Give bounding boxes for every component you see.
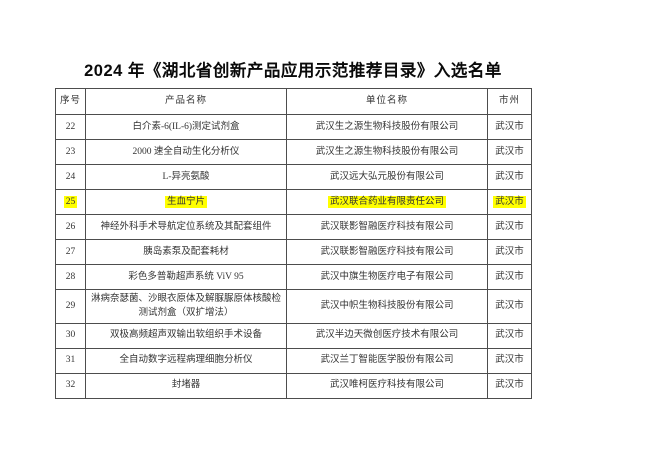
- product-name: 淋病奈瑟菌、沙眼衣原体及解脲脲原体核酸检测试剂盒（双扩增法）: [90, 294, 281, 319]
- city-name: 武汉市: [495, 330, 524, 341]
- product-name: 生血宁片: [164, 195, 207, 208]
- table-row: 22 白介素-6(IL-6)测定试剂盒 武汉生之源生物科技股份有限公司 武汉市: [55, 114, 532, 140]
- table-row: 29 淋病奈瑟菌、沙眼衣原体及解脲脲原体核酸检测试剂盒（双扩增法） 武汉中帜生物…: [55, 289, 532, 324]
- row-serial-number: 25: [63, 195, 78, 208]
- table-row: 24 L-异亮氨酸 武汉远大弘元股份有限公司 武汉市: [55, 164, 532, 190]
- product-name: 彩色多普勒超声系统 ViV 95: [128, 271, 244, 282]
- product-name: L-异亮氨酸: [162, 171, 210, 182]
- table-row: 26 神经外科手术导航定位系统及其配套组件 武汉联影智融医疗科技有限公司 武汉市: [55, 214, 532, 240]
- table-row: 30 双极高频超声双输出软组织手术设备 武汉半边天微创医疗技术有限公司 武汉市: [55, 322, 532, 349]
- company-name: 武汉中旗生物医疗电子有限公司: [320, 271, 454, 282]
- row-serial-number: 27: [65, 246, 76, 257]
- city-name: 武汉市: [493, 195, 526, 208]
- product-name: 双极高频超声双输出软组织手术设备: [109, 330, 262, 341]
- catalog-table: 序号 产品名称 单位名称 市州 22 白介素-6(IL-6)测定试剂盒 武汉生之…: [55, 88, 532, 399]
- column-header-serial: 序号: [55, 88, 86, 115]
- product-name: 2000 速全自动生化分析仪: [132, 146, 240, 157]
- row-serial-number: 32: [65, 380, 76, 391]
- page-title: 2024 年《湖北省创新产品应用示范推荐目录》入选名单: [84, 62, 502, 80]
- city-name: 武汉市: [495, 121, 524, 132]
- product-name: 封堵器: [171, 380, 201, 391]
- row-serial-number: 26: [65, 221, 76, 232]
- city-name: 武汉市: [495, 355, 524, 366]
- table-row: 32 封堵器 武汉唯柯医疗科技有限公司 武汉市: [55, 372, 532, 399]
- city-name: 武汉市: [495, 221, 524, 232]
- company-name: 武汉唯柯医疗科技有限公司: [329, 380, 444, 391]
- row-serial-number: 31: [65, 355, 76, 366]
- row-serial-number: 29: [65, 301, 76, 312]
- city-name: 武汉市: [495, 246, 524, 257]
- table-header-row: 序号 产品名称 单位名称 市州: [55, 88, 532, 115]
- table-row: 25 生血宁片 武汉联合药业有限责任公司 武汉市: [55, 189, 532, 215]
- company-name: 武汉联影智融医疗科技有限公司: [320, 246, 454, 257]
- row-serial-number: 23: [65, 146, 76, 157]
- row-serial-number: 30: [65, 330, 76, 341]
- column-header-company: 单位名称: [286, 88, 488, 115]
- company-name: 武汉生之源生物科技股份有限公司: [315, 121, 459, 132]
- city-name: 武汉市: [495, 271, 524, 282]
- company-name: 武汉联影智融医疗科技有限公司: [320, 221, 454, 232]
- table-body: 22 白介素-6(IL-6)测定试剂盒 武汉生之源生物科技股份有限公司 武汉市 …: [55, 114, 532, 399]
- product-name: 胰岛素泵及配套耗材: [143, 246, 229, 257]
- column-header-product: 产品名称: [85, 88, 287, 115]
- table-row: 23 2000 速全自动生化分析仪 武汉生之源生物科技股份有限公司 武汉市: [55, 139, 532, 165]
- row-serial-number: 24: [65, 171, 76, 182]
- table-row: 27 胰岛素泵及配套耗材 武汉联影智融医疗科技有限公司 武汉市: [55, 239, 532, 265]
- city-name: 武汉市: [495, 301, 524, 312]
- product-name: 全自动数字远程病理细胞分析仪: [119, 355, 253, 366]
- company-name: 武汉远大弘元股份有限公司: [329, 171, 444, 182]
- product-name: 白介素-6(IL-6)测定试剂盒: [132, 121, 240, 132]
- company-name: 武汉兰丁智能医学股份有限公司: [320, 355, 454, 366]
- table-row: 28 彩色多普勒超声系统 ViV 95 武汉中旗生物医疗电子有限公司 武汉市: [55, 264, 532, 290]
- company-name: 武汉联合药业有限责任公司: [327, 195, 446, 208]
- table-row: 31 全自动数字远程病理细胞分析仪 武汉兰丁智能医学股份有限公司 武汉市: [55, 347, 532, 374]
- city-name: 武汉市: [495, 146, 524, 157]
- product-name: 神经外科手术导航定位系统及其配套组件: [100, 221, 272, 232]
- company-name: 武汉生之源生物科技股份有限公司: [315, 146, 459, 157]
- row-serial-number: 22: [65, 121, 76, 132]
- company-name: 武汉半边天微创医疗技术有限公司: [315, 330, 459, 341]
- column-header-city: 市州: [487, 88, 532, 115]
- city-name: 武汉市: [495, 171, 524, 182]
- city-name: 武汉市: [495, 380, 524, 391]
- company-name: 武汉中帜生物科技股份有限公司: [320, 301, 454, 312]
- row-serial-number: 28: [65, 271, 76, 282]
